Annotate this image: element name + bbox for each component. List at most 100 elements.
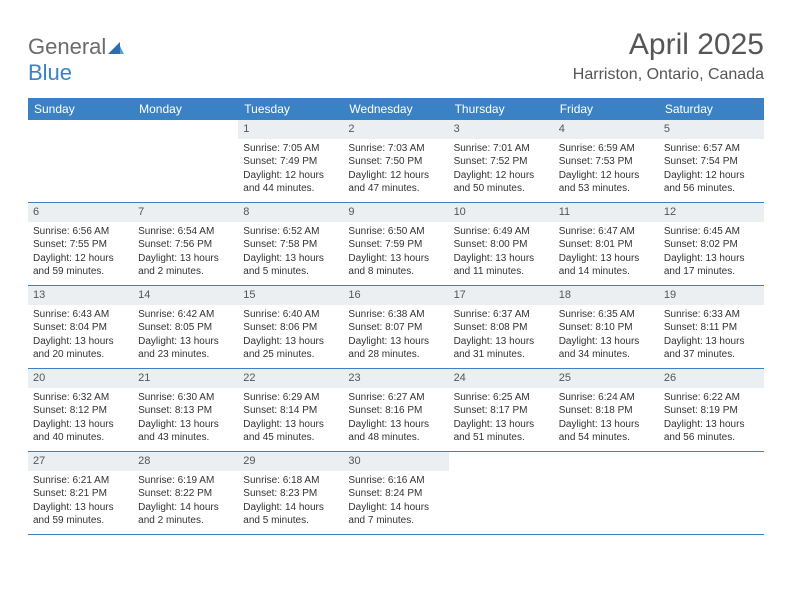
day-content: Sunrise: 7:03 AMSunset: 7:50 PMDaylight:… xyxy=(343,139,448,201)
day-number: 28 xyxy=(133,452,238,471)
sunset-line: Sunset: 8:24 PM xyxy=(348,487,443,501)
day-cell: 9Sunrise: 6:50 AMSunset: 7:59 PMDaylight… xyxy=(343,203,448,285)
sunrise-line: Sunrise: 6:56 AM xyxy=(33,225,128,239)
day-number: 8 xyxy=(238,203,343,222)
day-number: 29 xyxy=(238,452,343,471)
sunrise-line: Sunrise: 6:18 AM xyxy=(243,474,338,488)
weekday-saturday: Saturday xyxy=(659,98,764,120)
logo: GeneralBlue xyxy=(28,28,126,86)
sunrise-line: Sunrise: 6:40 AM xyxy=(243,308,338,322)
day-number: 3 xyxy=(449,120,554,139)
daylight-line: Daylight: 13 hours and 2 minutes. xyxy=(138,252,233,279)
weekday-monday: Monday xyxy=(133,98,238,120)
daylight-line: Daylight: 13 hours and 14 minutes. xyxy=(559,252,654,279)
day-cell: 11Sunrise: 6:47 AMSunset: 8:01 PMDayligh… xyxy=(554,203,659,285)
sunrise-line: Sunrise: 6:49 AM xyxy=(454,225,549,239)
day-cell xyxy=(28,120,133,202)
day-content: Sunrise: 6:57 AMSunset: 7:54 PMDaylight:… xyxy=(659,139,764,201)
sunset-line: Sunset: 8:16 PM xyxy=(348,404,443,418)
sunrise-line: Sunrise: 6:45 AM xyxy=(664,225,759,239)
sunset-line: Sunset: 8:10 PM xyxy=(559,321,654,335)
day-number: 16 xyxy=(343,286,448,305)
daylight-line: Daylight: 12 hours and 50 minutes. xyxy=(454,169,549,196)
day-cell: 13Sunrise: 6:43 AMSunset: 8:04 PMDayligh… xyxy=(28,286,133,368)
day-number: 26 xyxy=(659,369,764,388)
logo-part2: Blue xyxy=(28,60,72,85)
week-row: 13Sunrise: 6:43 AMSunset: 8:04 PMDayligh… xyxy=(28,286,764,369)
day-content: Sunrise: 6:52 AMSunset: 7:58 PMDaylight:… xyxy=(238,222,343,284)
daylight-line: Daylight: 13 hours and 34 minutes. xyxy=(559,335,654,362)
daylight-line: Daylight: 13 hours and 8 minutes. xyxy=(348,252,443,279)
day-content: Sunrise: 6:37 AMSunset: 8:08 PMDaylight:… xyxy=(449,305,554,367)
sunrise-line: Sunrise: 7:03 AM xyxy=(348,142,443,156)
weekday-tuesday: Tuesday xyxy=(238,98,343,120)
day-cell: 29Sunrise: 6:18 AMSunset: 8:23 PMDayligh… xyxy=(238,452,343,534)
day-content: Sunrise: 6:27 AMSunset: 8:16 PMDaylight:… xyxy=(343,388,448,450)
day-content: Sunrise: 7:05 AMSunset: 7:49 PMDaylight:… xyxy=(238,139,343,201)
day-number: 7 xyxy=(133,203,238,222)
sunrise-line: Sunrise: 6:33 AM xyxy=(664,308,759,322)
location: Harriston, Ontario, Canada xyxy=(573,66,764,84)
day-number: 25 xyxy=(554,369,659,388)
daylight-line: Daylight: 13 hours and 17 minutes. xyxy=(664,252,759,279)
day-cell xyxy=(554,452,659,534)
sunrise-line: Sunrise: 6:19 AM xyxy=(138,474,233,488)
day-content: Sunrise: 6:49 AMSunset: 8:00 PMDaylight:… xyxy=(449,222,554,284)
daylight-line: Daylight: 13 hours and 25 minutes. xyxy=(243,335,338,362)
daylight-line: Daylight: 13 hours and 56 minutes. xyxy=(664,418,759,445)
sunset-line: Sunset: 8:13 PM xyxy=(138,404,233,418)
day-cell: 24Sunrise: 6:25 AMSunset: 8:17 PMDayligh… xyxy=(449,369,554,451)
sunset-line: Sunset: 8:18 PM xyxy=(559,404,654,418)
day-number: 11 xyxy=(554,203,659,222)
day-cell: 23Sunrise: 6:27 AMSunset: 8:16 PMDayligh… xyxy=(343,369,448,451)
sunset-line: Sunset: 7:52 PM xyxy=(454,155,549,169)
day-content: Sunrise: 6:29 AMSunset: 8:14 PMDaylight:… xyxy=(238,388,343,450)
day-content: Sunrise: 6:56 AMSunset: 7:55 PMDaylight:… xyxy=(28,222,133,284)
day-cell: 19Sunrise: 6:33 AMSunset: 8:11 PMDayligh… xyxy=(659,286,764,368)
day-content: Sunrise: 6:21 AMSunset: 8:21 PMDaylight:… xyxy=(28,471,133,533)
sunrise-line: Sunrise: 6:57 AM xyxy=(664,142,759,156)
sunset-line: Sunset: 8:02 PM xyxy=(664,238,759,252)
sunrise-line: Sunrise: 6:47 AM xyxy=(559,225,654,239)
daylight-line: Daylight: 13 hours and 43 minutes. xyxy=(138,418,233,445)
day-cell: 21Sunrise: 6:30 AMSunset: 8:13 PMDayligh… xyxy=(133,369,238,451)
sunrise-line: Sunrise: 6:32 AM xyxy=(33,391,128,405)
sunrise-line: Sunrise: 6:43 AM xyxy=(33,308,128,322)
day-cell: 28Sunrise: 6:19 AMSunset: 8:22 PMDayligh… xyxy=(133,452,238,534)
daylight-line: Daylight: 13 hours and 40 minutes. xyxy=(33,418,128,445)
day-number: 20 xyxy=(28,369,133,388)
day-number: 17 xyxy=(449,286,554,305)
header: GeneralBlue April 2025 Harriston, Ontari… xyxy=(28,28,764,86)
day-number: 9 xyxy=(343,203,448,222)
day-cell: 30Sunrise: 6:16 AMSunset: 8:24 PMDayligh… xyxy=(343,452,448,534)
sunrise-line: Sunrise: 6:24 AM xyxy=(559,391,654,405)
sunset-line: Sunset: 7:50 PM xyxy=(348,155,443,169)
day-content: Sunrise: 6:45 AMSunset: 8:02 PMDaylight:… xyxy=(659,222,764,284)
day-content: Sunrise: 6:30 AMSunset: 8:13 PMDaylight:… xyxy=(133,388,238,450)
sunset-line: Sunset: 8:08 PM xyxy=(454,321,549,335)
day-cell: 10Sunrise: 6:49 AMSunset: 8:00 PMDayligh… xyxy=(449,203,554,285)
day-content: Sunrise: 6:16 AMSunset: 8:24 PMDaylight:… xyxy=(343,471,448,533)
day-content: Sunrise: 6:24 AMSunset: 8:18 PMDaylight:… xyxy=(554,388,659,450)
daylight-line: Daylight: 14 hours and 2 minutes. xyxy=(138,501,233,528)
weekday-thursday: Thursday xyxy=(449,98,554,120)
sunset-line: Sunset: 8:07 PM xyxy=(348,321,443,335)
sunrise-line: Sunrise: 6:22 AM xyxy=(664,391,759,405)
day-number: 1 xyxy=(238,120,343,139)
logo-text: GeneralBlue xyxy=(28,34,126,86)
sunrise-line: Sunrise: 6:35 AM xyxy=(559,308,654,322)
sunrise-line: Sunrise: 6:59 AM xyxy=(559,142,654,156)
day-content: Sunrise: 6:42 AMSunset: 8:05 PMDaylight:… xyxy=(133,305,238,367)
title-block: April 2025 Harriston, Ontario, Canada xyxy=(573,28,764,84)
day-content: Sunrise: 6:38 AMSunset: 8:07 PMDaylight:… xyxy=(343,305,448,367)
day-cell: 1Sunrise: 7:05 AMSunset: 7:49 PMDaylight… xyxy=(238,120,343,202)
day-number: 4 xyxy=(554,120,659,139)
weekday-sunday: Sunday xyxy=(28,98,133,120)
day-cell: 15Sunrise: 6:40 AMSunset: 8:06 PMDayligh… xyxy=(238,286,343,368)
day-cell: 27Sunrise: 6:21 AMSunset: 8:21 PMDayligh… xyxy=(28,452,133,534)
day-cell: 6Sunrise: 6:56 AMSunset: 7:55 PMDaylight… xyxy=(28,203,133,285)
sunset-line: Sunset: 7:49 PM xyxy=(243,155,338,169)
day-number: 5 xyxy=(659,120,764,139)
daylight-line: Daylight: 12 hours and 56 minutes. xyxy=(664,169,759,196)
sunset-line: Sunset: 8:12 PM xyxy=(33,404,128,418)
